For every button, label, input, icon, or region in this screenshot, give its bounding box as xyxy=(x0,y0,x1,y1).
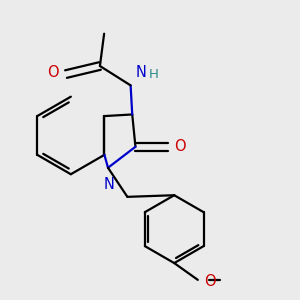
Text: H: H xyxy=(148,68,158,80)
Text: N: N xyxy=(103,177,114,192)
Text: O: O xyxy=(204,274,215,289)
Text: O: O xyxy=(47,65,59,80)
Text: N: N xyxy=(136,65,146,80)
Text: O: O xyxy=(174,139,186,154)
